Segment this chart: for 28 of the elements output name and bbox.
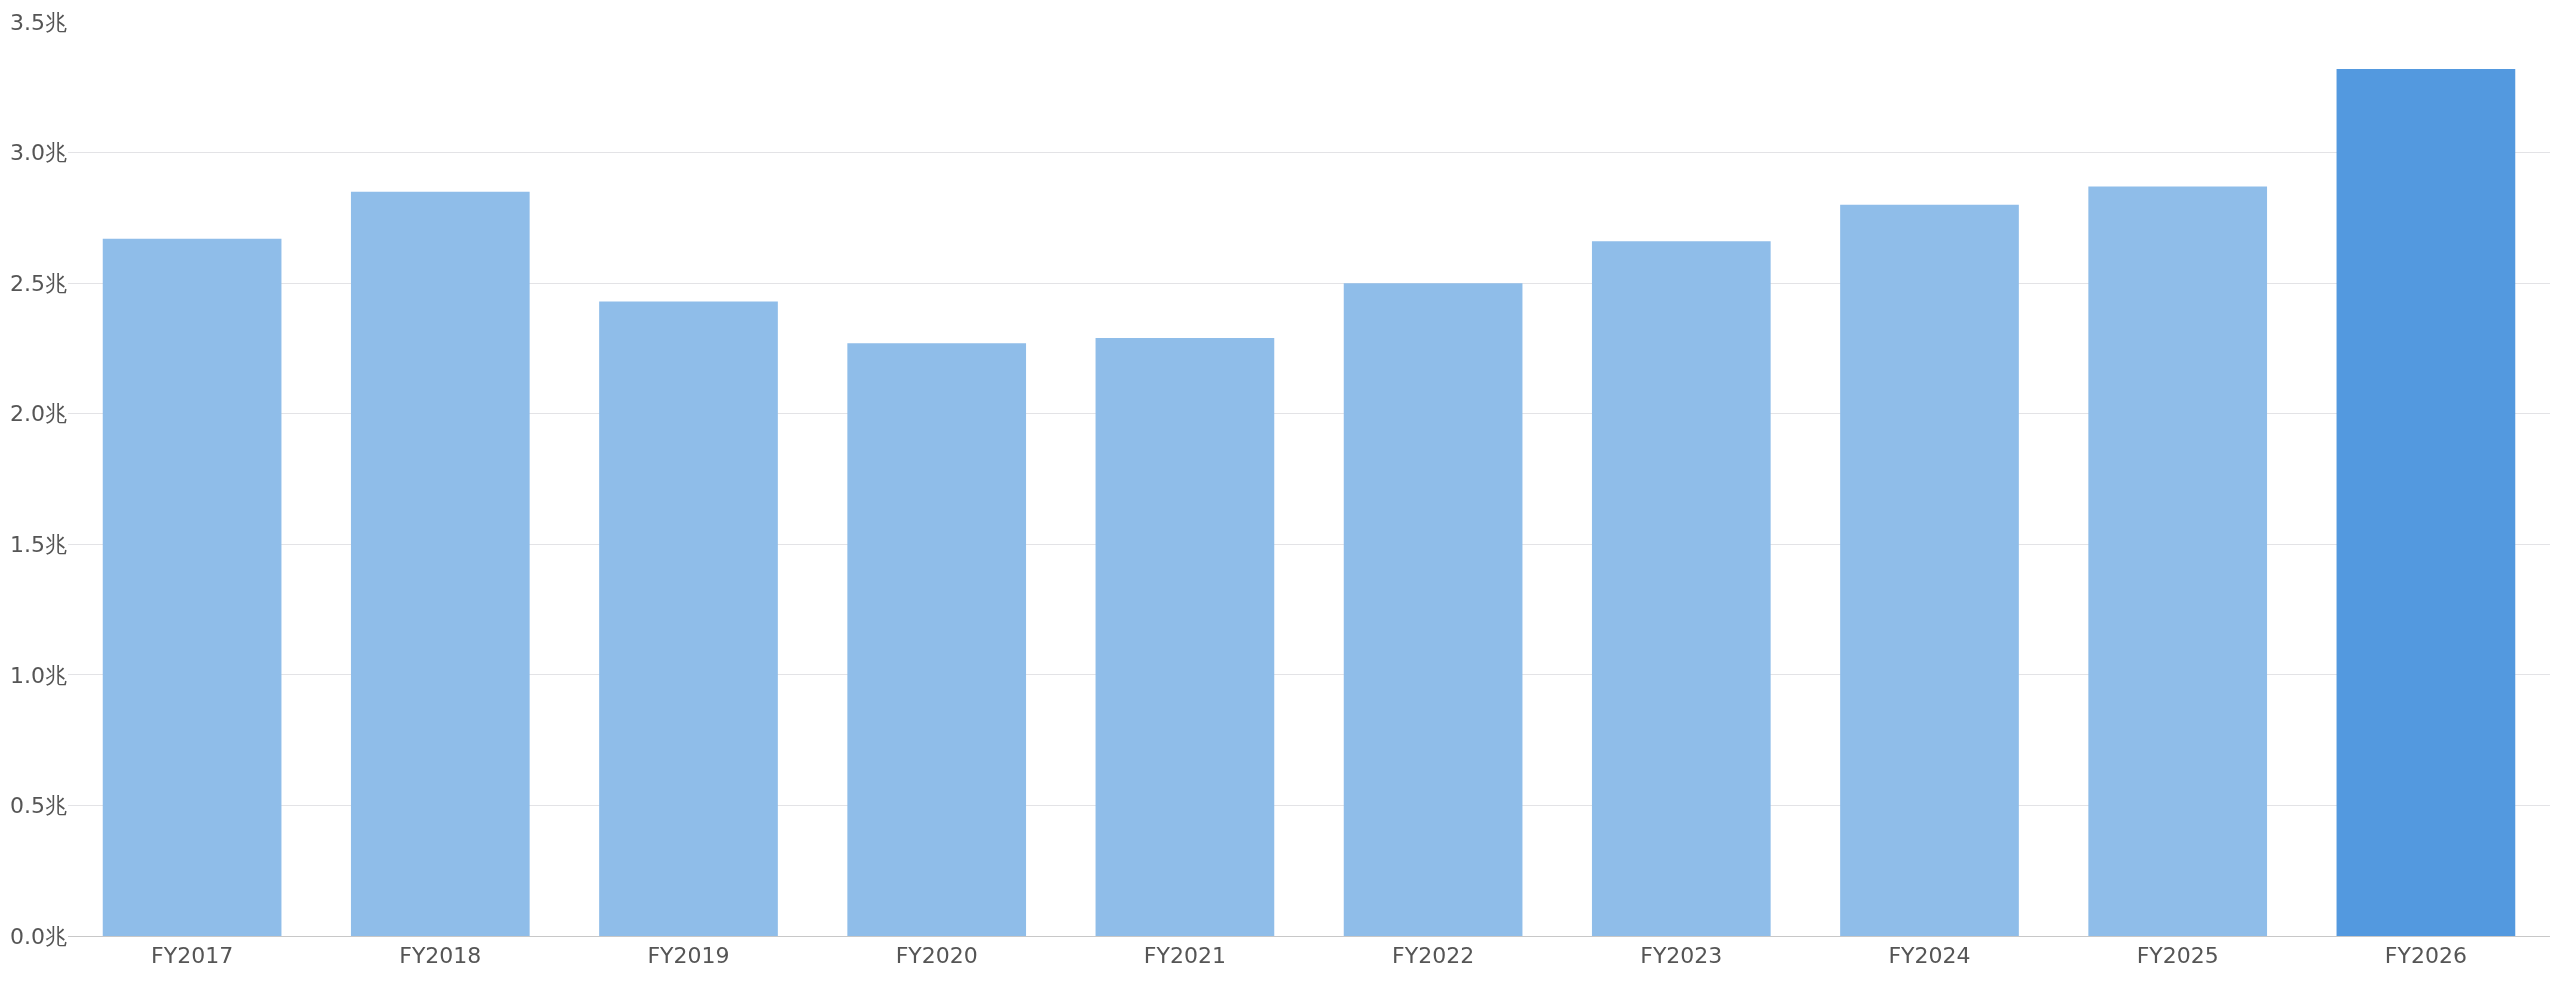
- y-tick-label: 3.5兆: [10, 9, 67, 35]
- x-tick-label: FY2021: [1143, 943, 1226, 969]
- x-tick-label: FY2020: [895, 943, 978, 969]
- bar: [2336, 69, 2516, 936]
- x-tick-label: FY2017: [151, 943, 234, 969]
- y-tick-label: 0.0兆: [10, 923, 67, 949]
- y-tick-label: 1.5兆: [10, 531, 67, 557]
- bar: [1591, 241, 1771, 936]
- bar: [599, 301, 778, 936]
- bar: [350, 191, 530, 936]
- x-tick-label: FY2023: [1640, 943, 1723, 969]
- y-tick-label: 2.0兆: [10, 401, 67, 427]
- bar: [1095, 337, 1275, 936]
- bar: [1343, 283, 1523, 936]
- bar: [847, 343, 1027, 936]
- y-tick-label: 3.0兆: [10, 140, 67, 166]
- y-tick-label: 1.0兆: [10, 662, 67, 688]
- bar: [2088, 186, 2268, 936]
- y-tick-label: 0.5兆: [10, 793, 67, 819]
- bar: [102, 238, 282, 936]
- x-tick-label: FY2026: [2384, 943, 2467, 969]
- x-tick-label: FY2019: [647, 943, 730, 969]
- y-tick-label: 2.5兆: [10, 270, 67, 296]
- x-tick-label: FY2018: [399, 943, 482, 969]
- bar: [1840, 204, 2019, 936]
- x-tick-label: FY2025: [2136, 943, 2219, 969]
- x-tick-label: FY2024: [1888, 943, 1971, 969]
- x-tick-label: FY2022: [1392, 943, 1475, 969]
